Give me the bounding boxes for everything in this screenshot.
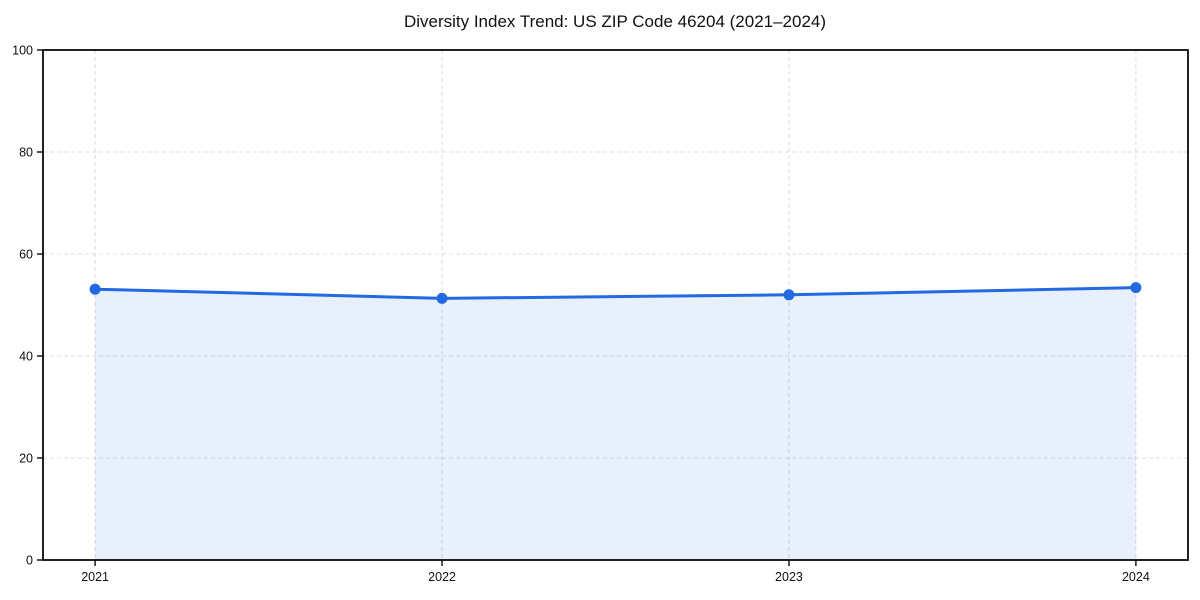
x-tick-label-2021: 2021 bbox=[81, 570, 109, 584]
marker-layer bbox=[89, 282, 1142, 304]
y-tick-label-100: 100 bbox=[12, 44, 33, 58]
plot-border bbox=[42, 49, 1189, 561]
area-layer bbox=[95, 287, 1136, 560]
y-tick-label-60: 60 bbox=[19, 248, 33, 262]
axis-layer: 0 20 40 60 80 100 2021 2022 2023 2024 bbox=[12, 44, 1189, 584]
y-tick-label-80: 80 bbox=[19, 146, 33, 160]
x-tick-label-2022: 2022 bbox=[428, 570, 456, 584]
chart-title: Diversity Index Trend: US ZIP Code 46204… bbox=[404, 12, 826, 31]
data-point-2022 bbox=[436, 292, 448, 304]
x-tick-label-2024: 2024 bbox=[1122, 570, 1150, 584]
data-point-2023 bbox=[783, 289, 795, 301]
line-layer bbox=[93, 286, 1138, 300]
y-tick-label-40: 40 bbox=[19, 350, 33, 364]
grid-layer bbox=[43, 50, 1188, 560]
area-fill bbox=[95, 287, 1136, 560]
data-point-2021 bbox=[89, 283, 101, 295]
y-tick-label-0: 0 bbox=[26, 554, 33, 568]
trend-line bbox=[93, 286, 1138, 300]
x-tick-label-2023: 2023 bbox=[775, 570, 803, 584]
y-tick-label-20: 20 bbox=[19, 452, 33, 466]
data-point-2024 bbox=[1130, 282, 1142, 294]
